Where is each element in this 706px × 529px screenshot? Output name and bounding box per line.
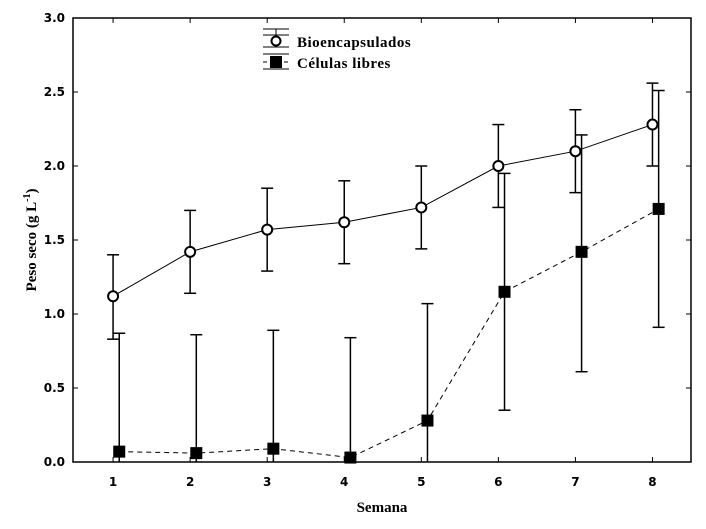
legend-label: Células libres [297, 56, 391, 72]
open-circle-marker-icon [184, 245, 197, 258]
x-tick-label: 2 [186, 475, 194, 489]
x-tick-label: 5 [417, 475, 425, 489]
open-circle-marker-icon [646, 118, 659, 131]
x-tick-label: 3 [263, 475, 271, 489]
x-tick-label: 4 [340, 475, 348, 489]
y-tick-label: 0.5 [44, 381, 65, 395]
y-axis-title: Peso seco (g L-1) [22, 189, 40, 292]
x-axis: 1 2 3 4 5 6 7 8 [109, 18, 657, 489]
legend-item-bioencapsulados: Bioencapsulados [263, 28, 411, 51]
open-circle-marker-icon [415, 201, 428, 214]
open-circle-marker-icon [492, 160, 505, 172]
y-tick-label: 2.5 [44, 85, 65, 99]
open-circle-marker-icon [107, 290, 120, 303]
filled-square-marker-icon [113, 445, 126, 458]
plot-frame [72, 17, 692, 463]
x-tick-label: 7 [571, 475, 579, 489]
filled-square-marker-icon [270, 56, 282, 68]
filled-square-marker-icon [190, 447, 203, 460]
x-axis-title: Semana [357, 500, 408, 516]
open-circle-marker-icon [270, 35, 282, 47]
filled-square-marker-icon [498, 285, 511, 298]
y-tick-label: 2.0 [44, 159, 65, 173]
legend-label: Bioencapsulados [297, 35, 411, 51]
filled-square-marker-icon [421, 414, 434, 427]
filled-square-marker-icon [344, 451, 357, 464]
y-axis: 0.0 0.5 1.0 1.5 2.0 2.5 3.0 [44, 11, 691, 469]
y-tick-label: 0.0 [44, 455, 65, 469]
series-layer [107, 82, 665, 464]
y-tick-label: 1.5 [44, 233, 65, 247]
x-tick-label: 8 [648, 475, 656, 489]
x-tick-label: 1 [109, 475, 117, 489]
open-circle-marker-icon [338, 216, 351, 229]
filled-square-marker-icon [575, 245, 588, 258]
series-bioencapsulados [107, 82, 659, 340]
open-circle-marker-icon [569, 145, 582, 158]
open-circle-marker-icon [261, 223, 274, 236]
series-celulas-libres [113, 89, 665, 464]
filled-square-marker-icon [652, 202, 665, 215]
legend-item-celulas-libres: Células libres [263, 53, 391, 72]
y-tick-label: 3.0 [44, 11, 65, 25]
filled-square-marker-icon [267, 442, 280, 455]
x-tick-label: 6 [494, 475, 502, 489]
legend: Bioencapsulados Células libres [263, 28, 411, 72]
y-tick-label: 1.0 [44, 307, 65, 321]
